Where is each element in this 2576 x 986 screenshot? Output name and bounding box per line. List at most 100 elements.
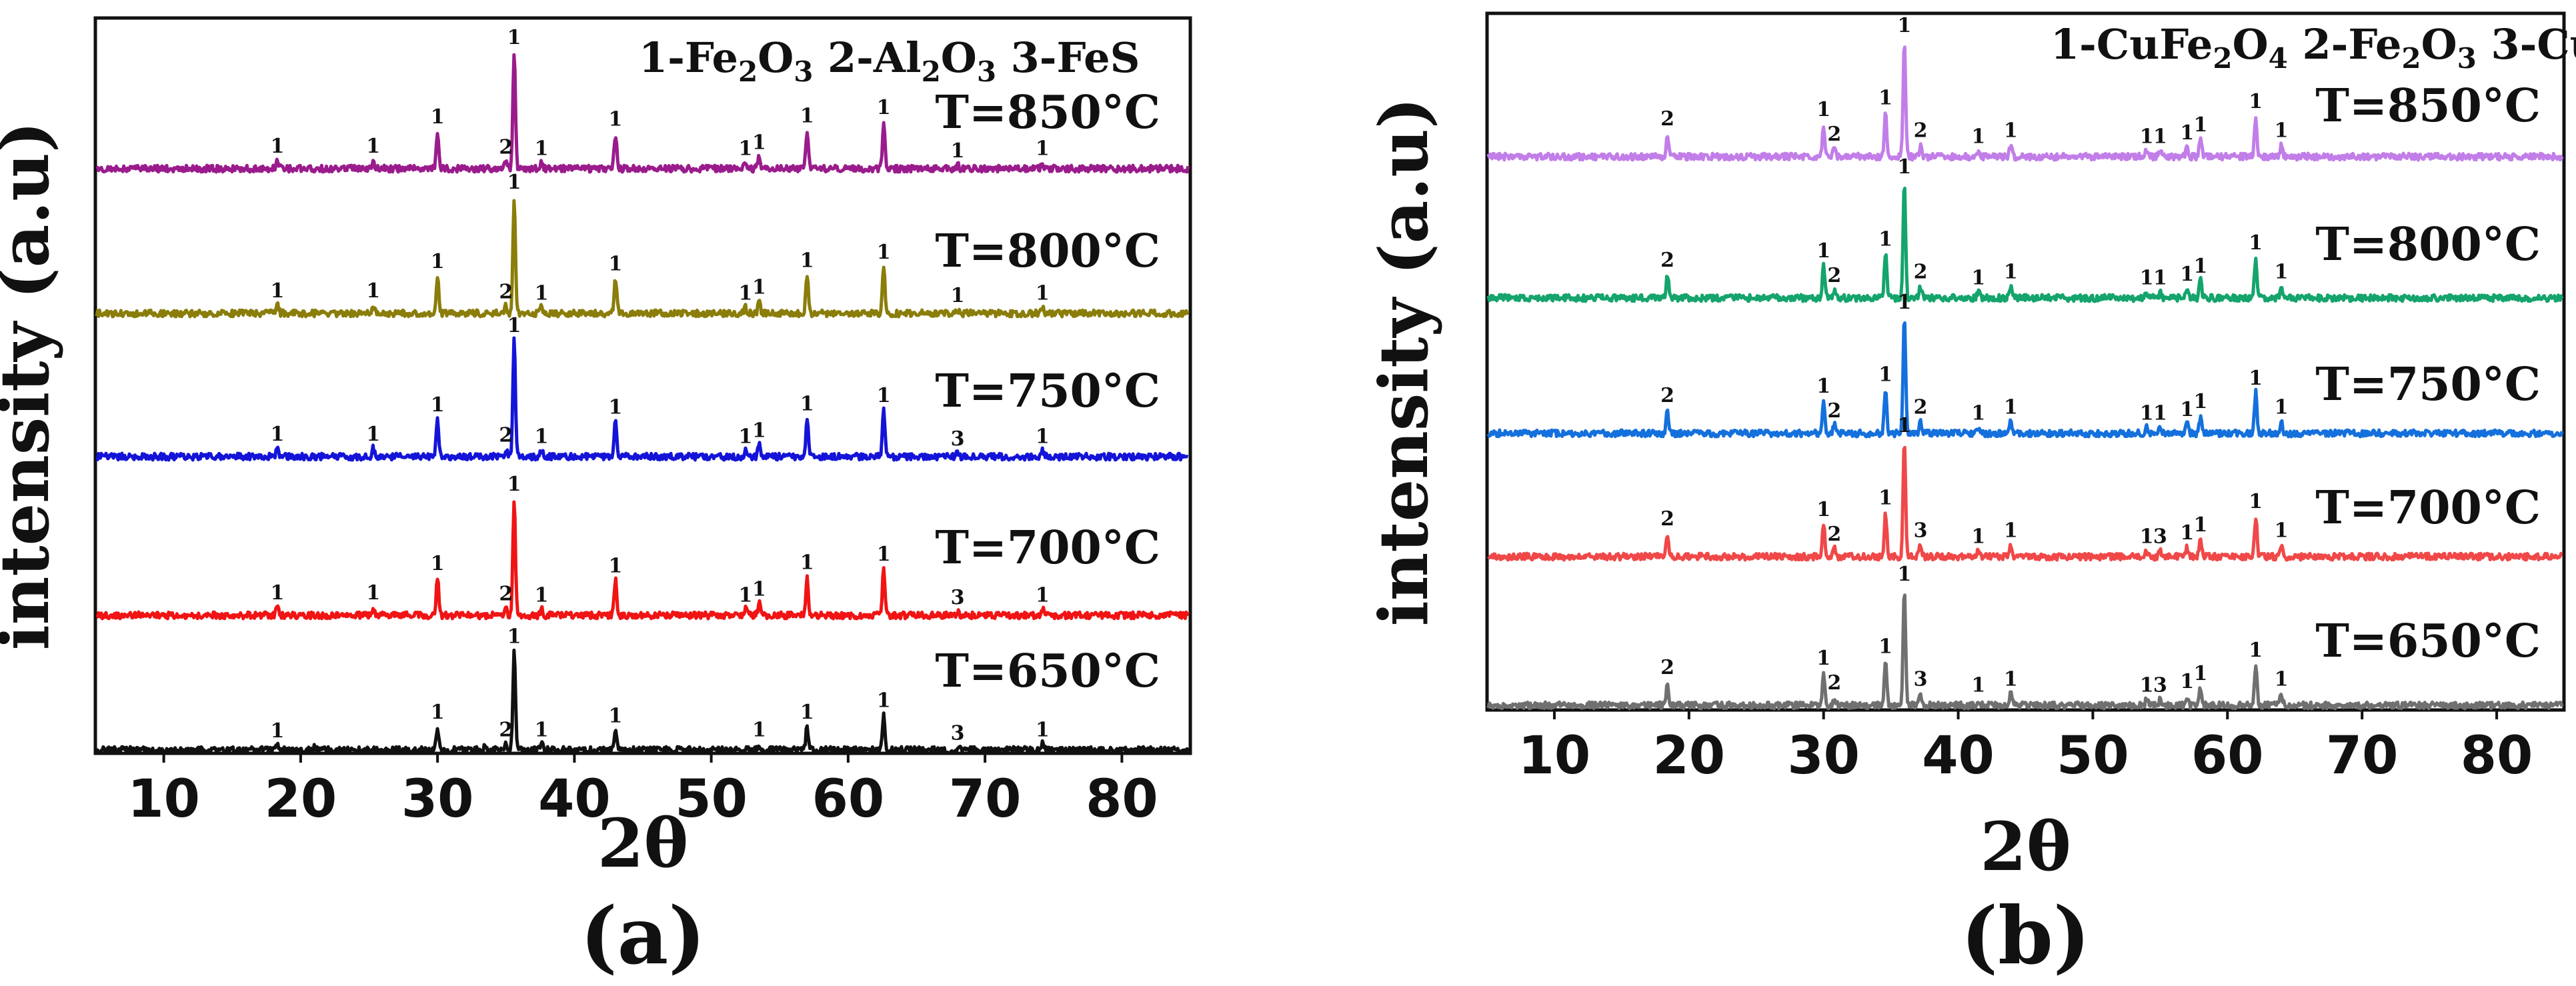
peak-label: 1	[1878, 363, 1892, 387]
peak-label: 1	[2249, 231, 2263, 255]
peak-label: 1	[2194, 113, 2208, 137]
peak-label: 2	[499, 583, 513, 606]
x-axis-label: 2θ	[597, 804, 688, 883]
legend-part: 1-Fe	[639, 33, 738, 82]
peak-label: 2	[499, 424, 513, 447]
peak-label: 1	[2153, 125, 2167, 148]
peak-label: 1	[271, 581, 285, 605]
peak-label: 1	[1971, 125, 1985, 148]
peak-label: 1	[2180, 263, 2194, 286]
peak-label: 1	[1036, 137, 1050, 160]
peak-label: 1	[507, 625, 521, 648]
peak-label: 1	[1816, 498, 1830, 521]
series-label: T=700°C	[935, 521, 1160, 575]
peak-label: 1	[2004, 668, 2018, 691]
peak-label: 1	[877, 689, 891, 713]
series-line	[1486, 45, 2564, 162]
peak-label: 1	[1971, 266, 1985, 289]
series-label: T=650°C	[2315, 615, 2541, 668]
peak-label: 1	[739, 281, 753, 305]
series-line	[1487, 445, 2563, 562]
series-line	[1486, 321, 2564, 439]
legend-part: 3-Cu	[2477, 20, 2576, 69]
panel-tag: (a)	[580, 889, 706, 982]
peak-label: 1	[2275, 119, 2289, 143]
series-label: T=650°C	[935, 645, 1160, 698]
peak-label: 1	[2275, 519, 2289, 543]
peak-label: 1	[1878, 635, 1892, 659]
x-tick-label: 40	[538, 769, 611, 829]
legend-part: O	[2421, 20, 2457, 69]
peak-label: 3	[2153, 525, 2167, 548]
peak-label: 1	[2180, 670, 2194, 693]
peak-label: 2	[1660, 384, 1674, 407]
peak-label: 1	[2249, 490, 2263, 513]
peak-label: 1	[1816, 647, 1830, 670]
peak-label: 1	[1897, 563, 1911, 586]
peak-label: 1	[2249, 367, 2263, 390]
peak-label: 2	[1660, 507, 1674, 531]
legend-part: 3-FeS	[996, 33, 1140, 82]
peak-label: 1	[1897, 155, 1911, 179]
peak-label: 1	[1971, 525, 1985, 548]
peak-label: 1	[271, 279, 285, 303]
peak-label: 1	[1897, 414, 1911, 437]
peak-label: 1	[609, 704, 623, 727]
peak-label: 1	[609, 108, 623, 131]
peak-label: 2	[499, 281, 513, 304]
peak-label: 1	[2153, 266, 2167, 289]
legend-subscript: 3	[794, 55, 813, 88]
x-tick-label: 50	[675, 769, 748, 829]
x-tick-label: 60	[812, 769, 885, 829]
peak-label: 1	[877, 543, 891, 566]
legend-subscript: 4	[2269, 42, 2288, 75]
legend-part: 2-Al	[813, 33, 921, 82]
peak-label: 2	[1660, 656, 1674, 679]
peak-label: 1	[752, 718, 766, 741]
peak-label: 1	[366, 135, 380, 158]
x-tick-label: 40	[1922, 726, 1995, 786]
plot-frame	[93, 16, 1192, 755]
x-tick-label: 10	[127, 769, 200, 829]
peak-label: 2	[1914, 396, 1928, 419]
peak-label: 1	[877, 241, 891, 264]
peak-label: 3	[1914, 519, 1928, 543]
peak-label: 1	[535, 425, 549, 448]
peak-label: 1	[877, 384, 891, 407]
peak-label: 1	[535, 583, 549, 607]
peak-label: 1	[2194, 390, 2208, 413]
peak-label: 1	[535, 137, 549, 160]
series-label: T=750°C	[935, 365, 1160, 418]
peak-label: 1	[877, 96, 891, 119]
peak-label: 1	[2180, 121, 2194, 145]
phase-legend: 1-CuFe2O4 2-Fe2O3 3-Cu2S	[2051, 20, 2576, 75]
legend-subscript: 3	[977, 55, 996, 88]
peak-label: 1	[431, 552, 445, 575]
peak-label: 1	[507, 171, 521, 194]
series-line	[95, 53, 1190, 174]
peak-label: 1	[2153, 401, 2167, 425]
peak-label: 1	[2249, 90, 2263, 113]
peak-label: 1	[2140, 525, 2154, 548]
peak-label: 1	[271, 719, 285, 743]
peak-label: 1	[2004, 519, 2018, 543]
plot-frame	[1485, 11, 2566, 712]
peak-label: 1	[800, 104, 814, 127]
peak-label: 2	[1827, 264, 1841, 287]
series-label: T=850°C	[935, 86, 1160, 139]
peak-label: 1	[1971, 401, 1985, 425]
peak-label: 1	[2194, 255, 2208, 278]
peak-label: 1	[1036, 583, 1050, 607]
peak-label: 1	[1897, 291, 1911, 314]
legend-subscript: 2	[2401, 42, 2421, 75]
peak-label: 1	[2275, 261, 2289, 284]
peak-label: 2	[1827, 671, 1841, 695]
legend-part: O	[758, 33, 794, 82]
legend-subscript: 2	[922, 55, 941, 88]
peak-label: 1	[752, 578, 766, 601]
peak-label: 1	[1971, 673, 1985, 697]
peak-label: 1	[535, 281, 549, 305]
peak-label: 1	[431, 105, 445, 129]
peak-label: 1	[800, 551, 814, 574]
